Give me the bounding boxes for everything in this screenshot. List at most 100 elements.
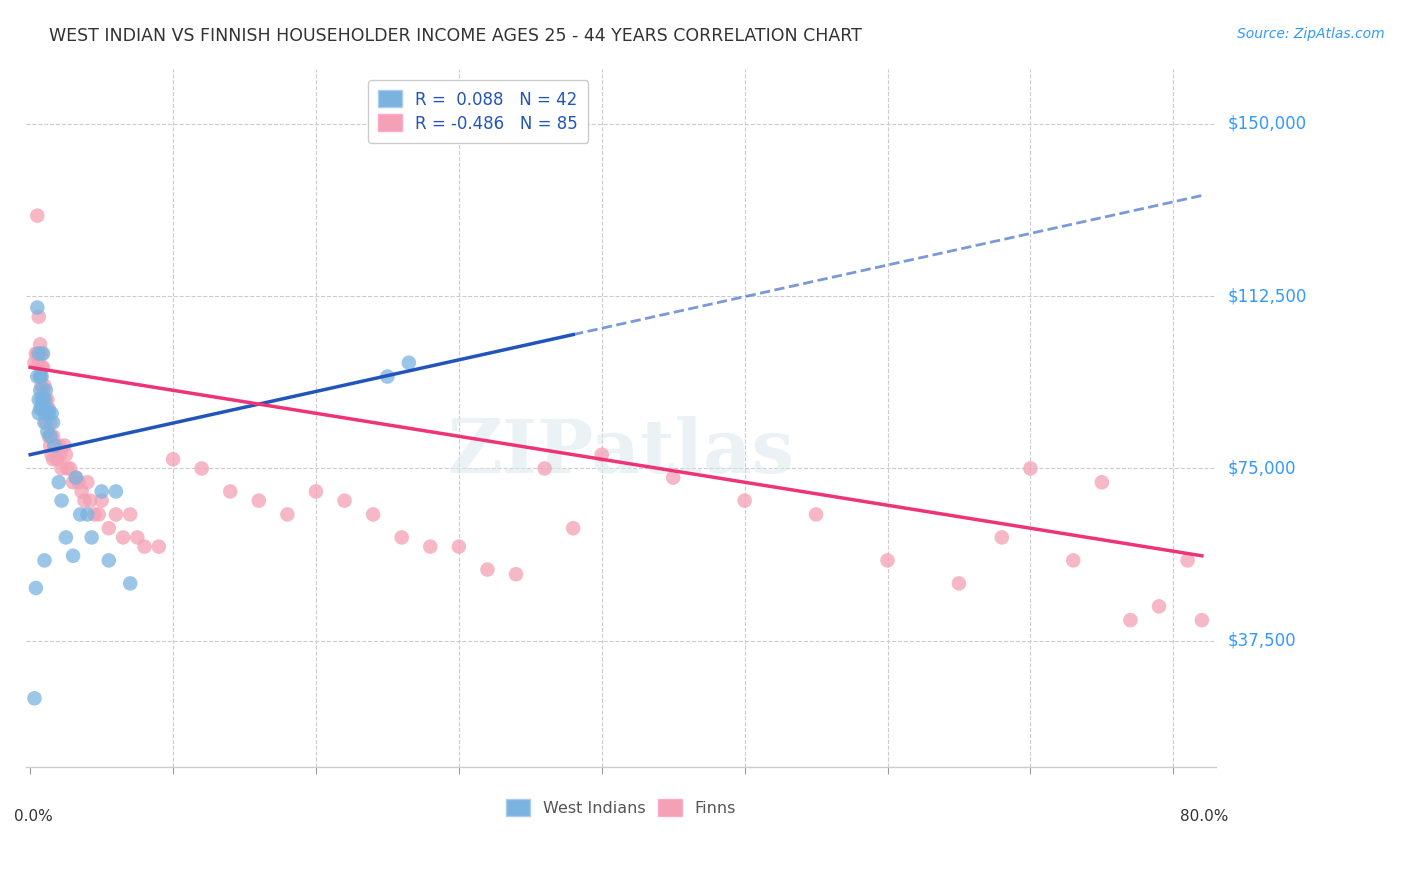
Point [28, 356, 51, 370]
Point [41, 448, 63, 462]
Point [62, 475, 84, 490]
Point [39, 429, 62, 443]
Point [65, 470, 87, 484]
Text: $37,500: $37,500 [1227, 632, 1296, 650]
Point [45, 438, 67, 452]
Point [34, 392, 56, 407]
Point [377, 369, 399, 384]
Point [1091, 475, 1114, 490]
Point [32, 360, 55, 375]
Point [97, 521, 120, 535]
Point [32, 346, 55, 360]
Point [30, 337, 52, 351]
Point [120, 508, 142, 522]
Text: 0.0%: 0.0% [14, 809, 53, 824]
Point [37, 425, 59, 439]
Point [31, 346, 53, 360]
Point [30, 401, 52, 416]
Point [67, 475, 90, 490]
Point [24, 691, 46, 706]
Point [39, 438, 62, 452]
Point [1062, 553, 1084, 567]
Point [1147, 599, 1170, 614]
Text: 80.0%: 80.0% [1180, 809, 1227, 824]
Text: $75,000: $75,000 [1227, 459, 1296, 477]
Point [804, 508, 827, 522]
Point [391, 530, 413, 544]
Point [361, 508, 384, 522]
Point [38, 429, 60, 443]
Point [37, 401, 59, 416]
Point [127, 530, 149, 544]
Point [104, 484, 127, 499]
Point [34, 401, 56, 416]
Point [34, 553, 56, 567]
Point [38, 406, 60, 420]
Point [1119, 613, 1142, 627]
Point [35, 416, 58, 430]
Point [56, 461, 79, 475]
Point [34, 406, 56, 420]
Point [333, 493, 356, 508]
Point [79, 493, 101, 508]
Point [25, 346, 48, 360]
Point [734, 493, 756, 508]
Point [46, 452, 69, 467]
Point [30, 369, 52, 384]
Text: $150,000: $150,000 [1227, 115, 1306, 133]
Point [31, 360, 53, 375]
Point [32, 384, 55, 398]
Point [28, 346, 51, 360]
Point [44, 438, 66, 452]
Point [41, 406, 63, 420]
Point [32, 401, 55, 416]
Point [51, 493, 73, 508]
Point [28, 406, 51, 420]
Point [37, 392, 59, 407]
Point [948, 576, 970, 591]
Point [120, 576, 142, 591]
Point [1019, 461, 1042, 475]
Point [276, 508, 298, 522]
Point [247, 493, 270, 508]
Point [31, 401, 53, 416]
Point [38, 401, 60, 416]
Point [62, 549, 84, 563]
Point [27, 301, 49, 315]
Point [562, 521, 585, 535]
Point [48, 475, 70, 490]
Point [28, 392, 51, 407]
Point [190, 461, 212, 475]
Point [31, 392, 53, 407]
Point [27, 209, 49, 223]
Point [55, 530, 77, 544]
Point [1191, 613, 1213, 627]
Point [34, 416, 56, 430]
Text: ZIPatlas: ZIPatlas [447, 417, 794, 490]
Point [104, 508, 127, 522]
Point [65, 470, 87, 484]
Point [876, 553, 898, 567]
Point [591, 448, 613, 462]
Text: Source: ZipAtlas.com: Source: ZipAtlas.com [1237, 27, 1385, 41]
Point [34, 378, 56, 392]
Point [134, 540, 156, 554]
Point [30, 369, 52, 384]
Point [35, 384, 58, 398]
Point [70, 484, 93, 499]
Point [48, 438, 70, 452]
Point [305, 484, 328, 499]
Point [31, 378, 53, 392]
Point [55, 448, 77, 462]
Point [112, 530, 135, 544]
Text: WEST INDIAN VS FINNISH HOUSEHOLDER INCOME AGES 25 - 44 YEARS CORRELATION CHART: WEST INDIAN VS FINNISH HOUSEHOLDER INCOM… [49, 27, 862, 45]
Point [44, 438, 66, 452]
Point [24, 356, 46, 370]
Point [73, 493, 96, 508]
Point [97, 553, 120, 567]
Point [27, 346, 49, 360]
Point [42, 452, 65, 467]
Point [662, 470, 685, 484]
Point [76, 475, 98, 490]
Point [90, 484, 112, 499]
